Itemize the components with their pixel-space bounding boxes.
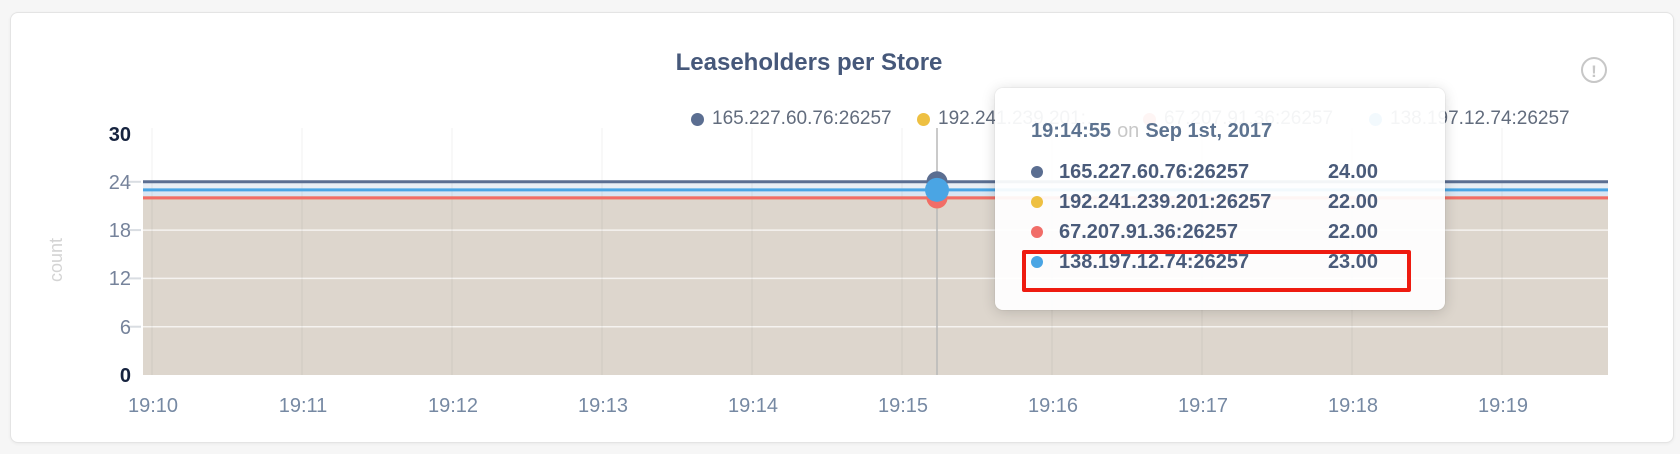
hover-point [925, 177, 949, 202]
legend-label: 165.227.60.76:26257 [712, 108, 892, 129]
x-tick-label: 19:18 [1327, 395, 1379, 417]
x-tick-label: 19:19 [1477, 395, 1529, 417]
tooltip-series-dot-icon [1031, 196, 1043, 208]
y-tick-label: 12 [108, 268, 131, 291]
tooltip-date: Sep 1st, 2017 [1145, 120, 1273, 142]
y-tick-label: 0 [119, 365, 131, 387]
tooltip-header: 19:14:55 on Sep 1st, 2017 [1031, 118, 1411, 144]
chart-title: Leaseholders per Store [675, 49, 943, 76]
y-tick-label: 18 [108, 220, 131, 243]
x-tick-label: 19:15 [877, 395, 929, 417]
tooltip-series-name: 165.227.60.76:26257 [1059, 160, 1250, 183]
x-tick-label: 19:12 [427, 395, 479, 417]
legend-dot-icon [917, 112, 930, 126]
legend-item[interactable]: 165.227.60.76:26257 [691, 108, 892, 130]
tooltip-time: 19:14:55 [1031, 120, 1112, 142]
x-tick-label: 19:11 [278, 395, 328, 417]
x-tick-label: 19:10 [127, 395, 179, 417]
x-tick-label: 19:14 [727, 395, 779, 417]
x-tick-label: 19:16 [1027, 395, 1079, 417]
tooltip-row: 165.227.60.76:26257 24.00 [1031, 157, 1411, 187]
tooltip-series-value: 22.00 [1327, 220, 1378, 243]
x-tick-label: 19:13 [577, 395, 629, 417]
hover-tooltip: 19:14:55 on Sep 1st, 2017 165.227.60.76:26… [995, 88, 1445, 310]
tooltip-series-dot-icon [1031, 256, 1043, 268]
tooltip-series-dot-icon [1031, 166, 1043, 178]
tooltip-series-name: 138.197.12.74:26257 [1059, 250, 1250, 273]
legend-dot-icon [691, 112, 704, 126]
tooltip-row: 138.197.12.74:26257 23.00 [1031, 247, 1411, 277]
tooltip-series-value: 24.00 [1327, 160, 1378, 183]
tooltip-row: 192.241.239.201:26257 22.00 [1031, 187, 1411, 217]
y-tick-label: 30 [108, 123, 131, 146]
info-icon[interactable]: ! [1581, 57, 1607, 83]
x-tick-label: 19:17 [1177, 395, 1229, 417]
tooltip-series-dot-icon [1031, 226, 1043, 238]
tooltip-series-value: 23.00 [1327, 250, 1378, 273]
y-tick-label: 6 [119, 316, 131, 339]
legend-item[interactable]: 192.241.239.201:26257 [917, 108, 1114, 130]
y-axis-title: count [46, 237, 66, 283]
tooltip-series-name: 67.207.91.36:26257 [1059, 220, 1239, 243]
tooltip-series-value: 22.00 [1327, 190, 1378, 213]
tooltip-separator: on [1117, 120, 1140, 142]
series-area-band [143, 189, 1608, 198]
tooltip-rows: 165.227.60.76:26257 24.00 192.241.239.201:… [1031, 157, 1411, 277]
series-area-band [143, 181, 1608, 190]
y-tick-label: 24 [108, 171, 131, 194]
tooltip-series-name: 192.241.239.201:26257 [1059, 190, 1272, 213]
tooltip-row: 67.207.91.36:26257 22.00 [1031, 217, 1411, 247]
